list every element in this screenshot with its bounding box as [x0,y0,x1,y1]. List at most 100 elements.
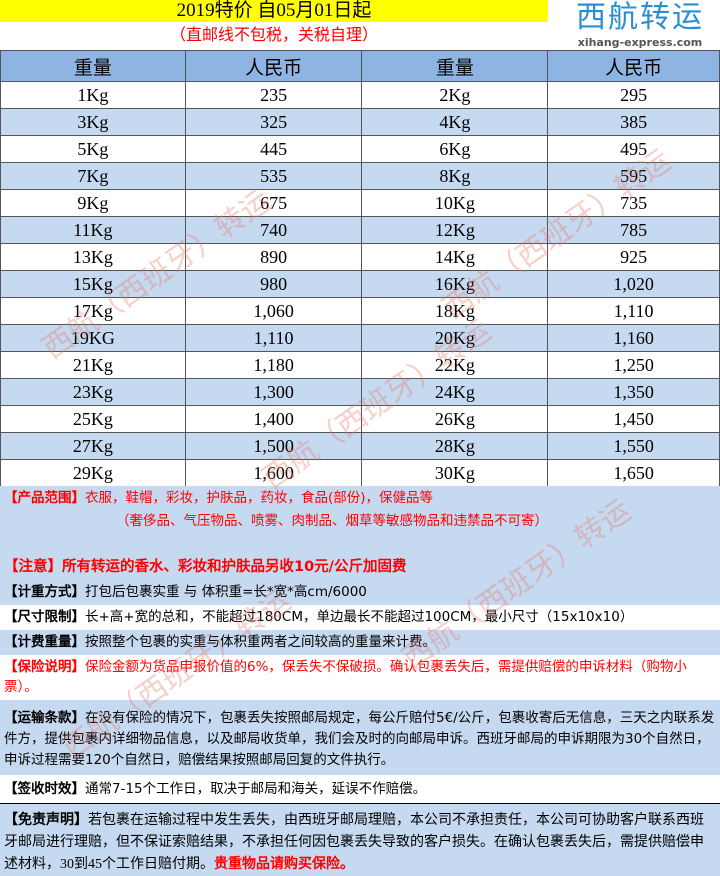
transport-text: 在没有保险的情况下，包裹丢失按照邮局规定，每公斤赔付5€/公斤，包裹收寄后无信息… [4,710,715,768]
weight-cell: 30Kg [361,459,549,487]
price-cell: 740 [184,216,363,244]
disclaimer-highlight: 贵重物品请购买保险。 [214,857,354,872]
billing-label: 【计费重量】 [4,634,85,650]
price-cell: 735 [547,189,720,217]
weight-cell: 27Kg [0,432,186,460]
range-text2: （奢侈品、气压物品、喷雾、肉制品、烟草等敏感物品和违禁品不可寄） [116,513,548,529]
table-row: 1Kg 235 2Kg 295 [0,81,720,109]
weight-method-text: 打包后包裹实重 与 体积重=长*宽*高cm/6000 [85,584,367,600]
weight-cell: 15Kg [0,270,186,298]
header-weight: 重量 [361,50,549,82]
size-label: 【尺寸限制】 [4,609,85,625]
section-weight-method: 【计重方式】打包后包裹实重 与 体积重=长*宽*高cm/6000 [0,580,720,605]
section-notice: 【注意】所有转运的香水、彩妆和护肤品另收10元/公斤加固费 [0,555,720,580]
transport-label: 【运输条款】 [4,710,85,726]
price-cell: 1,110 [184,324,363,352]
price-cell: 1,020 [547,270,720,298]
weight-cell: 14Kg [361,243,549,271]
table-row: 23Kg 1,300 24Kg 1,350 [0,378,720,406]
price-cell: 1,300 [184,378,363,406]
section-size: 【尺寸限制】长+高+宽的总和，不能超过180CM，单边最长不能超过100CM，最… [0,605,720,630]
table-row: 7Kg 535 8Kg 595 [0,162,720,190]
weight-cell: 2Kg [361,81,549,109]
weight-cell: 18Kg [361,297,549,325]
disclaimer-text: 若包裹在运输过程中发生丢失，由西班牙邮局理赔，本公司不承担责任，本公司可协助客户… [4,813,704,872]
table-row: 13Kg 890 14Kg 925 [0,243,720,271]
price-cell: 1,110 [547,297,720,325]
header-rmb: 人民币 [547,50,720,82]
section-billing: 【计费重量】按照整个包裹的实重与体积重两者之间较高的重量来计费。 [0,630,720,655]
logo-cn: 西航转运 [576,0,704,35]
price-cell: 445 [184,135,363,163]
logo: 西航转运 xihang-express.com [560,0,720,50]
range-text: 衣服，鞋帽，彩妆，护肤品，药妆，食品(部份)，保健品等 [85,490,434,506]
title-banner: 2019特价 自05月01日起 [0,0,548,22]
price-cell: 1,500 [184,432,363,460]
weight-cell: 9Kg [0,189,186,217]
weight-cell: 22Kg [361,351,549,379]
table-header: 重量 人民币 重量 人民币 [0,50,720,82]
delivery-label: 【签收时效】 [4,781,85,797]
price-cell: 495 [547,135,720,163]
price-cell: 1,400 [184,405,363,433]
price-cell: 1,160 [547,324,720,352]
disclaimer-label: 【免责声明】 [4,813,88,828]
weight-cell: 25Kg [0,405,186,433]
insurance-label: 【保险说明】 [4,659,85,675]
section-transport: 【运输条款】在没有保险的情况下，包裹丢失按照邮局规定，每公斤赔付5€/公斤，包裹… [0,700,720,775]
weight-cell: 23Kg [0,378,186,406]
table-row: 17Kg 1,060 18Kg 1,110 [0,297,720,325]
table-row: 21Kg 1,180 22Kg 1,250 [0,351,720,379]
price-cell: 1,600 [184,459,363,487]
price-cell: 925 [547,243,720,271]
insurance-text: 保险金额为货品申报价值的6%，保丢失不保破损。确认包裹丢失后，需提供赔偿的申诉材… [4,659,687,695]
weight-cell: 16Kg [361,270,549,298]
table-row: 29Kg 1,600 30Kg 1,650 [0,459,720,487]
price-cell: 595 [547,162,720,190]
table-row: 15Kg 980 16Kg 1,020 [0,270,720,298]
price-cell: 1,180 [184,351,363,379]
table-row: 25Kg 1,400 26Kg 1,450 [0,405,720,433]
header-weight: 重量 [0,50,186,82]
notice-text: 所有转运的香水、彩妆和护肤品另收10元/公斤加固费 [62,559,407,575]
weight-cell: 26Kg [361,405,549,433]
weight-cell: 21Kg [0,351,186,379]
table-row: 3Kg 325 4Kg 385 [0,108,720,136]
weight-cell: 29Kg [0,459,186,487]
weight-cell: 13Kg [0,243,186,271]
weight-cell: 10Kg [361,189,549,217]
delivery-text: 通常7-15个工作日，取决于邮局和海关，延误不作赔偿。 [85,781,427,797]
price-cell: 980 [184,270,363,298]
price-cell: 1,060 [184,297,363,325]
logo-en: xihang-express.com [577,36,703,49]
price-cell: 385 [547,108,720,136]
weight-cell: 11Kg [0,216,186,244]
section-insurance: 【保险说明】保险金额为货品申报价值的6%，保丢失不保破损。确认包裹丢失后，需提供… [0,655,720,700]
weight-cell: 17Kg [0,297,186,325]
table-row: 19KG 1,110 20Kg 1,160 [0,324,720,352]
price-cell: 325 [184,108,363,136]
weight-cell: 6Kg [361,135,549,163]
price-cell: 1,350 [547,378,720,406]
table-row: 11Kg 740 12Kg 785 [0,216,720,244]
weight-cell: 5Kg [0,135,186,163]
price-cell: 785 [547,216,720,244]
price-cell: 1,650 [547,459,720,487]
price-cell: 535 [184,162,363,190]
weight-cell: 28Kg [361,432,549,460]
weight-cell: 12Kg [361,216,549,244]
price-cell: 1,550 [547,432,720,460]
section-delivery: 【签收时效】通常7-15个工作日，取决于邮局和海关，延误不作赔偿。 [0,775,720,803]
weight-cell: 7Kg [0,162,186,190]
subtitle: （直邮线不包税，关税自理） [169,25,378,44]
weight-cell: 19KG [0,324,186,352]
table-row: 27Kg 1,500 28Kg 1,550 [0,432,720,460]
weight-cell: 20Kg [361,324,549,352]
weight-cell: 3Kg [0,108,186,136]
price-cell: 890 [184,243,363,271]
section-disclaimer: 【免责声明】若包裹在运输过程中发生丢失，由西班牙邮局理赔，本公司不承担责任，本公… [0,803,720,876]
weight-cell: 4Kg [361,108,549,136]
table-row: 5Kg 445 6Kg 495 [0,135,720,163]
weight-cell: 1Kg [0,81,186,109]
size-text: 长+高+宽的总和，不能超过180CM，单边最长不能超过100CM，最小尺寸（15… [85,609,634,625]
